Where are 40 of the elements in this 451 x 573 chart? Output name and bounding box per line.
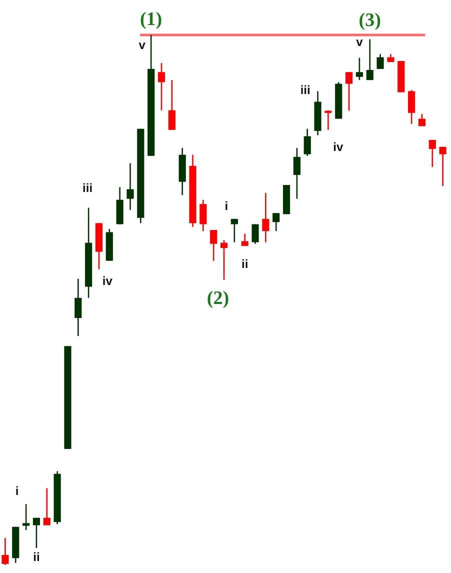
candlestick [220,239,228,281]
candlestick [408,89,416,125]
candlestick [168,79,176,131]
candlestick [241,233,248,247]
annotation: ii [242,256,248,271]
annotation: v [356,34,364,49]
candlestick [158,62,166,111]
candlestick [376,53,384,70]
candlestick [74,278,82,337]
annotation: iii [82,180,93,195]
candlestick [272,212,280,232]
candlestick [126,162,134,211]
annotation: (2) [206,288,230,309]
candlestick [230,218,238,243]
annotation: iv [333,140,344,154]
text: (3) [358,10,381,32]
candlestick [200,199,207,232]
candlestick [324,110,332,131]
candlestick [418,113,426,127]
candlestick [22,503,30,531]
candlestick [262,192,270,243]
candlestick [252,224,259,244]
candlestick [32,517,40,549]
candlestick [428,139,436,168]
annotation: ii [33,550,40,564]
candlestick [293,147,300,200]
candlestick [356,57,363,81]
candlestick [210,229,218,262]
candlestick [345,71,353,112]
annotation: iii [300,82,310,97]
candlestick [304,128,311,156]
annotation: v [138,38,146,52]
candlestick [43,488,50,526]
annotation: i [15,484,19,498]
text: (1) [140,9,162,30]
annotation: iv [102,274,113,288]
annotation: i [224,198,228,213]
candlestick [439,146,446,187]
candlestick [366,38,374,81]
candlestick [2,537,9,566]
